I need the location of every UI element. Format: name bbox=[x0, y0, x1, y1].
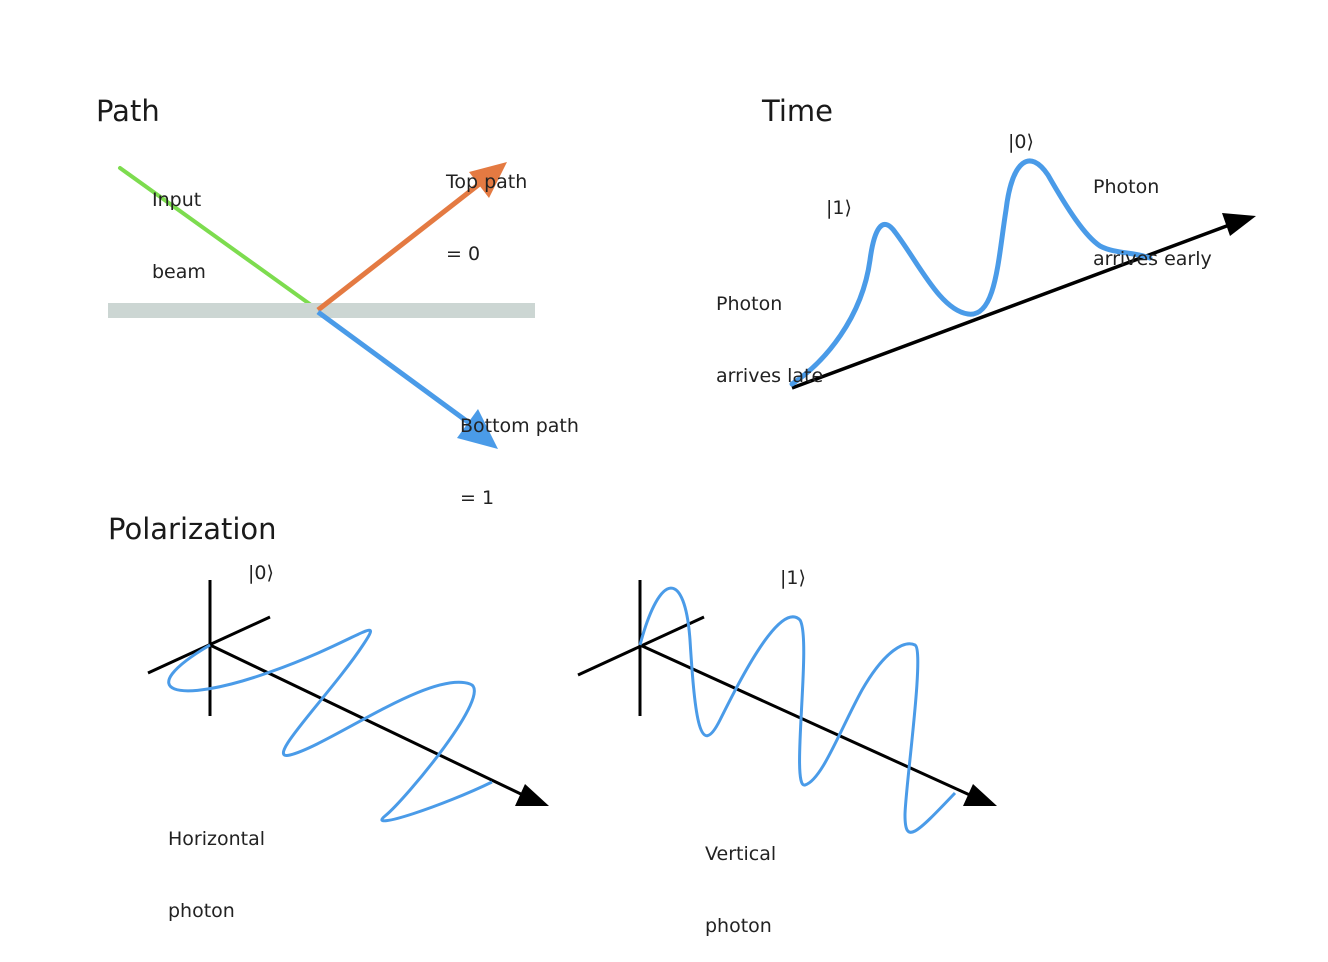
vertical-polarization bbox=[577, 580, 997, 834]
v-propagation-arrowhead bbox=[963, 784, 997, 806]
time-axis bbox=[791, 222, 1233, 390]
input-beam bbox=[118, 166, 320, 312]
horizontal-photon-label-line-2: photon bbox=[168, 900, 235, 922]
vertical-photon-wave bbox=[638, 586, 957, 834]
v-propagation-axis bbox=[639, 643, 973, 798]
polarization-ket-one: |1⟩ bbox=[780, 567, 806, 589]
bottom-path-label-line-1: Bottom path bbox=[460, 415, 579, 437]
horizontal-photon-wave bbox=[167, 628, 493, 823]
early-arrival-label: Photon arrives early bbox=[1093, 127, 1212, 295]
input-beam-label: Input beam bbox=[152, 140, 206, 308]
time-ket-one: |1⟩ bbox=[826, 197, 852, 219]
qubit-encodings-diagram bbox=[108, 158, 1256, 834]
time-ket-zero: |0⟩ bbox=[1008, 131, 1034, 153]
bottom-path-label: Bottom path = 1 bbox=[460, 366, 579, 534]
path-title: Path bbox=[96, 94, 160, 128]
horizontal-polarization bbox=[147, 580, 549, 823]
late-arrival-label-line-1: Photon bbox=[716, 293, 783, 315]
horizontal-photon-label-line-1: Horizontal bbox=[168, 828, 266, 850]
top-path-label-line-1: Top path bbox=[446, 171, 528, 193]
bottom-path-arrowhead bbox=[457, 409, 498, 449]
time-panel bbox=[789, 158, 1256, 390]
vertical-photon-label-line-1: Vertical bbox=[705, 843, 777, 865]
top-path-label: Top path = 0 bbox=[446, 122, 527, 290]
top-path-label-line-2: = 0 bbox=[446, 243, 481, 265]
bottom-path-beam bbox=[316, 309, 474, 428]
h-propagation-axis bbox=[209, 643, 526, 798]
polarization-ket-zero: |0⟩ bbox=[248, 562, 274, 584]
h-propagation-arrowhead bbox=[515, 784, 549, 806]
early-arrival-label-line-1: Photon bbox=[1093, 176, 1160, 198]
beam-splitter bbox=[108, 303, 535, 318]
top-path-beam bbox=[316, 180, 484, 312]
input-beam-label-line-2: beam bbox=[152, 261, 206, 283]
top-path-arrowhead bbox=[469, 162, 507, 198]
vertical-photon-label-line-2: photon bbox=[705, 915, 772, 937]
path-panel bbox=[108, 162, 535, 449]
vertical-photon-label: Vertical photon bbox=[705, 794, 776, 962]
polarization-title: Polarization bbox=[108, 512, 277, 546]
late-arrival-label: Photon arrives late bbox=[716, 244, 823, 412]
input-beam-label-line-1: Input bbox=[152, 189, 202, 211]
late-arrival-label-line-2: arrives late bbox=[716, 365, 824, 387]
time-photon-wavepacket bbox=[789, 158, 1153, 387]
time-axis-arrowhead bbox=[1222, 213, 1256, 236]
early-arrival-label-line-2: arrives early bbox=[1093, 248, 1212, 270]
time-title: Time bbox=[762, 94, 833, 128]
horizontal-photon-label: Horizontal photon bbox=[168, 779, 265, 947]
bottom-path-label-line-2: = 1 bbox=[460, 487, 495, 509]
